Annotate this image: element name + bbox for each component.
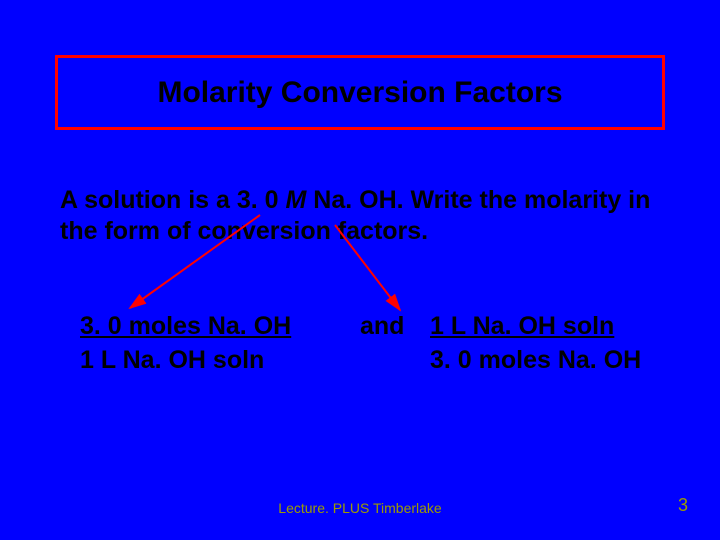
conversion-factors: 3. 0 moles Na. OH and 1 L Na. OH soln 1 … xyxy=(80,310,700,378)
body-paragraph: A solution is a 3. 0 M Na. OH. Write the… xyxy=(60,185,670,248)
footer-center: Lecture. PLUS Timberlake xyxy=(0,500,720,516)
footer-page-number: 3 xyxy=(678,495,688,516)
molarity-unit: M xyxy=(286,186,307,214)
factors-row-top: 3. 0 moles Na. OH and 1 L Na. OH soln xyxy=(80,310,700,344)
and-label: and xyxy=(360,310,430,344)
factors-row-bottom: 1 L Na. OH soln 3. 0 moles Na. OH xyxy=(80,344,700,378)
title-box: Molarity Conversion Factors xyxy=(55,55,665,130)
factor1-denominator: 1 L Na. OH soln xyxy=(80,344,360,378)
factor2-numerator: 1 L Na. OH soln xyxy=(430,310,700,344)
and-spacer xyxy=(360,344,430,378)
factor2-denominator: 3. 0 moles Na. OH xyxy=(430,344,700,378)
factor1-numerator: 3. 0 moles Na. OH xyxy=(80,310,360,344)
title-text: Molarity Conversion Factors xyxy=(157,76,562,110)
body-part1: A solution is a 3. 0 xyxy=(60,186,286,214)
